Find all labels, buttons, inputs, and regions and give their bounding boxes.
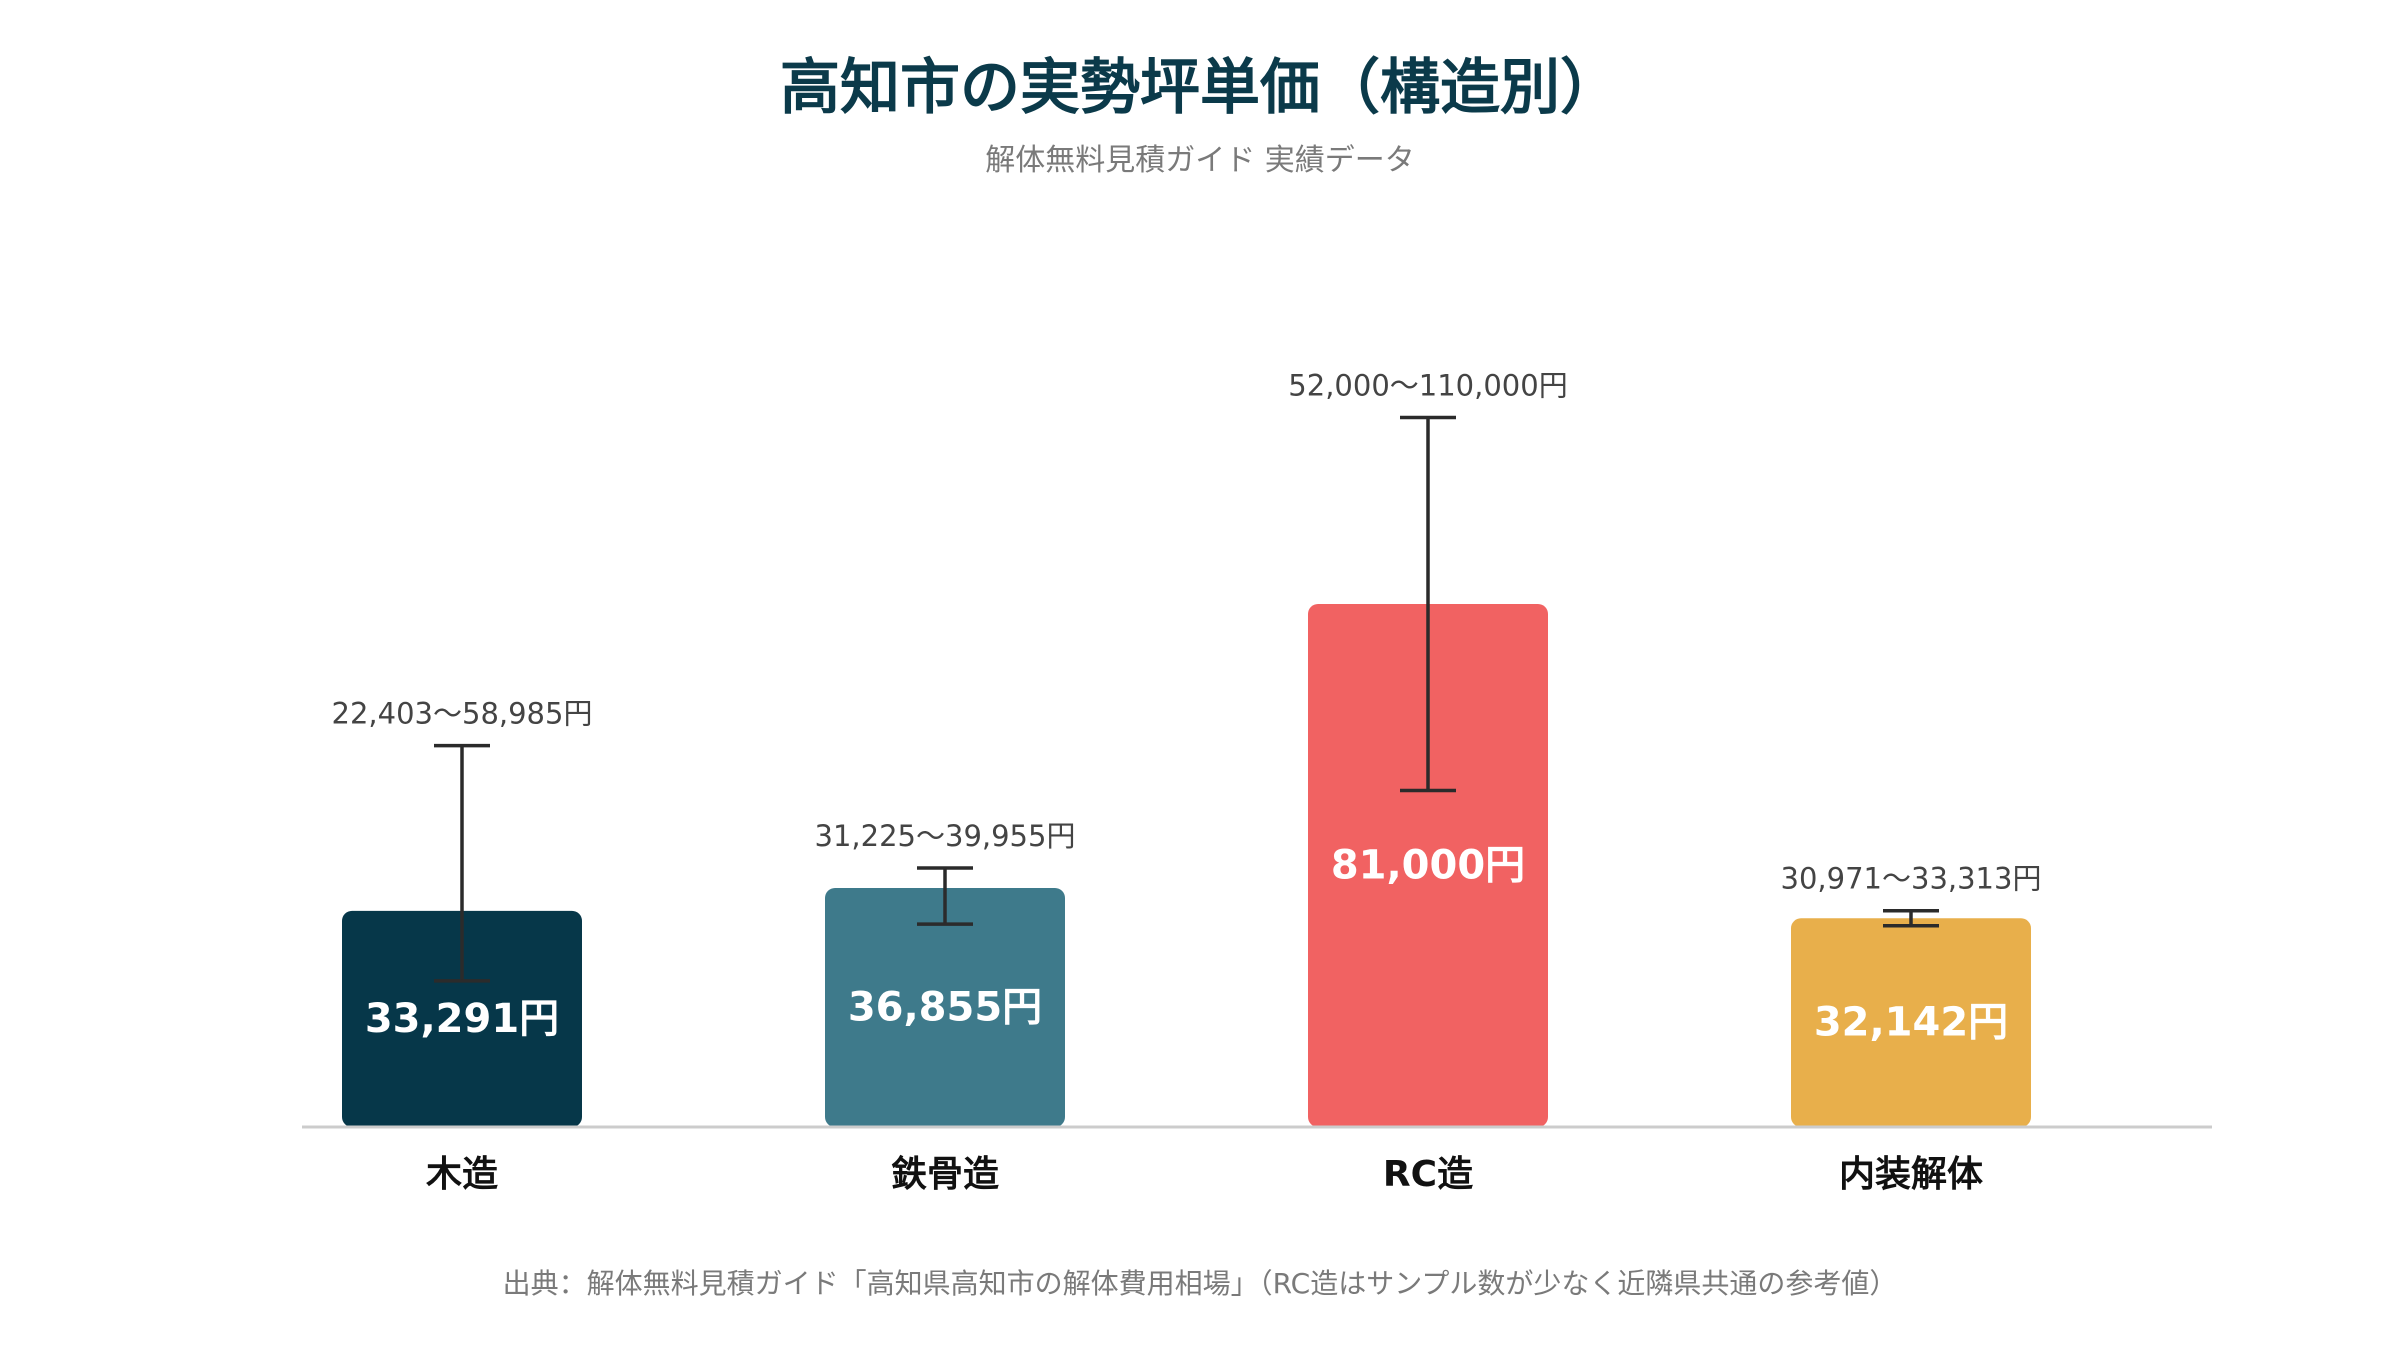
source-note: 出典：解体無料見積ガイド「高知県高知市の解体費用相場」（RC造はサンプル数が少な… (503, 1267, 1898, 1300)
chart-subtitle: 解体無料見積ガイド 実績データ (985, 143, 1415, 178)
value-label-4: 32,142円 (1814, 1000, 2008, 1046)
range-label-1: 22,403〜58,985円 (332, 697, 593, 731)
category-label-4: 内装解体 (1839, 1154, 1983, 1195)
bar-1 (342, 910, 582, 1127)
error-bars-layer (434, 415, 1939, 983)
chart-title: 高知市の実勢坪単価（構造別） (780, 53, 1620, 123)
range-label-3: 52,000〜110,000円 (1288, 368, 1567, 402)
bar-3 (1308, 604, 1548, 1127)
bars-layer (342, 604, 2031, 1127)
range-label-4: 30,971〜33,313円 (1781, 862, 2042, 896)
category-label-1: 木造 (426, 1154, 498, 1195)
bar-2 (825, 887, 1065, 1127)
category-label-2: 鉄骨造 (891, 1154, 999, 1195)
value-label-3: 81,000円 (1331, 843, 1525, 889)
bar-4 (1791, 918, 2031, 1127)
value-label-1: 33,291円 (365, 996, 559, 1042)
category-label-3: RC造 (1383, 1154, 1473, 1195)
value-label-2: 36,855円 (848, 984, 1042, 1030)
range-label-2: 31,225〜39,955円 (815, 819, 1076, 853)
